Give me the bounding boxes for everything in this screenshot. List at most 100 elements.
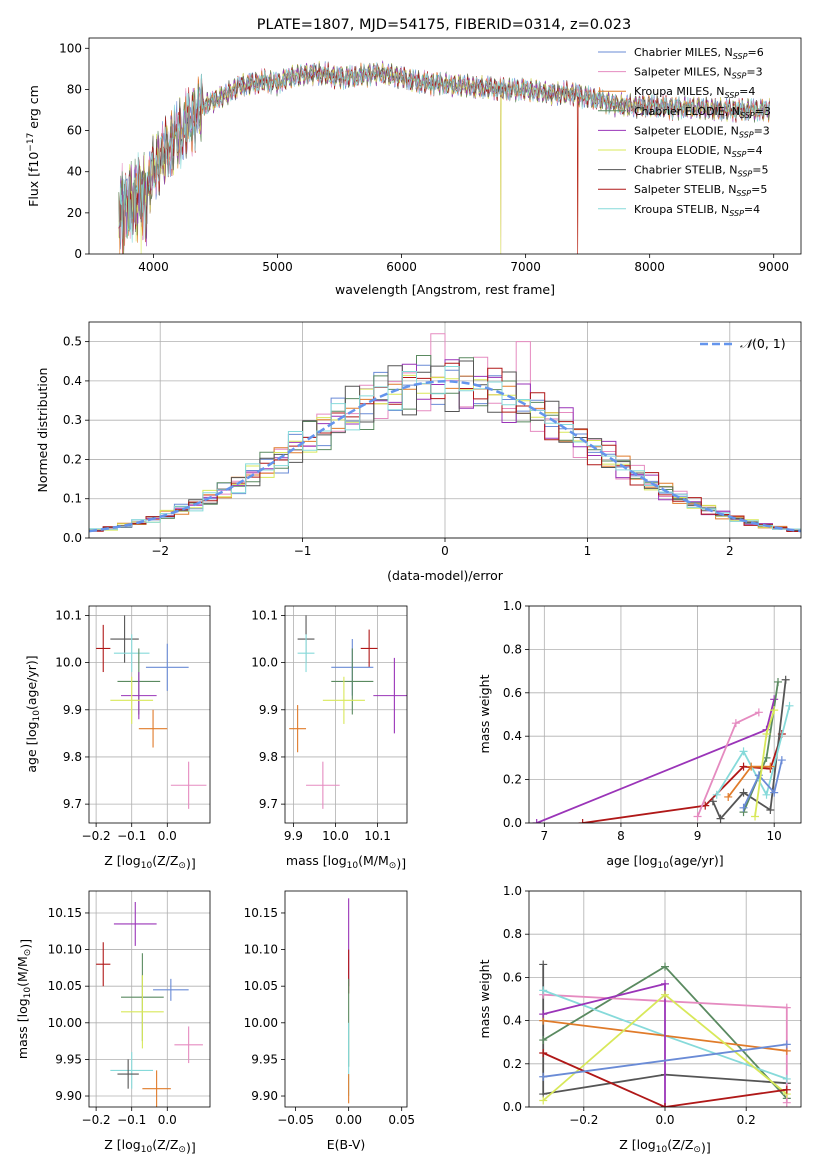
y-tick-label: 9.8 (63, 750, 82, 764)
series-marker (661, 990, 669, 999)
legend-equals: = (744, 203, 753, 216)
x-axis-label: E(B-V) (327, 1137, 366, 1152)
label-part: (Z/Z (152, 853, 178, 868)
x-axis-label: age [log10(age/yr)] (606, 853, 723, 871)
series-marker (762, 730, 771, 739)
y-tick-label: 0.0 (63, 531, 82, 545)
label-part: (age/yr)] (24, 655, 39, 710)
y-tick-label: 9.90 (251, 1089, 278, 1103)
x-tick-label: 10.0 (322, 829, 349, 843)
y-tick-label: 40 (67, 165, 82, 179)
axes-frame (88, 37, 802, 255)
y-tick-label: 100 (59, 41, 82, 55)
label-part: 4 (753, 203, 760, 216)
legend-equals: = (739, 85, 748, 98)
x-tick-label: −0.1 (117, 829, 146, 843)
series-marker (754, 708, 763, 717)
x-tick-label: 7000 (510, 260, 541, 274)
y-tick-label: 0 (74, 247, 82, 261)
x-tick-label: 8 (617, 829, 625, 843)
legend-subscript: SSP (733, 52, 748, 61)
label-part: Kroupa STELIB, N (634, 203, 729, 216)
x-axis-label: wavelength [Angstrom, rest frame] (335, 282, 555, 297)
label-part: 10 (26, 152, 41, 168)
y-tick-label: 0.4 (503, 729, 522, 743)
series-marker (539, 986, 548, 995)
series-marker (766, 805, 775, 814)
y-tick-label: 9.90 (55, 1089, 82, 1103)
series-line (742, 759, 783, 809)
label-part: mass [log (286, 853, 347, 868)
y-tick-label: 9.9 (63, 703, 82, 717)
y-tick-label: 0.5 (63, 335, 82, 349)
legend-entry: Kroupa ELODIE, NSSP=4 (634, 144, 763, 159)
legend-equals: = (754, 124, 763, 137)
legend-entry: Salpeter ELODIE, NSSP=3 (634, 124, 770, 139)
label-part: age [log (24, 721, 39, 772)
x-tick-label: −0.2 (82, 829, 111, 843)
label-part: 5 (760, 183, 767, 196)
x-tick-label: 7 (541, 829, 549, 843)
x-tick-label: −2 (151, 544, 169, 558)
plot-area (89, 333, 801, 533)
y-tick-label: 10.0 (251, 656, 278, 670)
solar-subscript: ⊙ (389, 861, 397, 871)
x-tick-label: 8000 (634, 260, 665, 274)
label-part: Chabrier ELODIE, N (634, 105, 740, 118)
x-tick-label: 0.05 (388, 1113, 415, 1127)
plot-area (118, 60, 770, 254)
label-part: Z [log (104, 853, 140, 868)
solar-subscript: ⊙ (178, 861, 186, 871)
y-tick-label: 0.0 (503, 816, 522, 830)
series-line (543, 1043, 787, 1078)
x-tick-label: 9 (694, 829, 702, 843)
axes-frame (528, 605, 802, 824)
label-part: 6 (757, 46, 764, 59)
series-marker (739, 803, 748, 812)
y-tick-label: 80 (67, 82, 82, 96)
legend-equals: = (752, 164, 761, 177)
y-tick-label: 1.0 (503, 884, 522, 898)
series-line (715, 705, 791, 798)
series-marker (661, 979, 669, 988)
series-marker (782, 1098, 791, 1107)
x-tick-label: 9000 (758, 260, 789, 274)
y-tick-label: 9.7 (259, 797, 278, 811)
series-marker (782, 1040, 791, 1049)
legend-entry: Chabrier MILES, NSSP=6 (634, 46, 764, 61)
y-axis-label: mass weight (477, 959, 492, 1038)
chart-spectrum: 4000 5000 6000 7000 8000 9000 0 20 40 60 80 100 Chab… (26, 37, 802, 297)
series-marker (539, 1072, 548, 1081)
chart-mass_vs_Z: −0.2 −0.1 0.0 9.90 9.95 10.00 10.05 10.10 10.15 Z… (15, 890, 211, 1155)
label-part: )] (396, 856, 406, 871)
x-axis-label: (data-model)/error (387, 568, 504, 583)
series-marker (724, 792, 733, 801)
x-tick-label: −0.2 (569, 1113, 598, 1127)
legend-entry: Salpeter STELIB, NSSP=5 (634, 183, 767, 198)
y-tick-label: 9.8 (259, 750, 278, 764)
x-tick-label: 0.0 (655, 1113, 674, 1127)
series-marker (578, 819, 587, 823)
series-marker (782, 1074, 791, 1083)
y-tick-label: 9.7 (63, 797, 82, 811)
x-tick-label: 6000 (386, 260, 417, 274)
x-tick-label: 2 (726, 544, 734, 558)
y-tick-label: 10.05 (244, 979, 278, 993)
label-part: Kroupa MILES, N (634, 85, 724, 98)
y-tick-label: 9.95 (251, 1052, 278, 1066)
label-part: (M/M (15, 956, 30, 987)
series-marker (777, 756, 786, 765)
series-marker (539, 1036, 548, 1045)
legend-subscript: SSP (739, 130, 754, 139)
y-tick-label: 10.15 (244, 906, 278, 920)
label-part: (0, 1) (752, 336, 786, 351)
histogram-step (89, 333, 801, 531)
y-tick-label: 0.3 (63, 413, 82, 427)
label-part: Chabrier STELIB, N (634, 164, 738, 177)
series-marker (716, 814, 725, 823)
legend-equals: = (746, 144, 755, 157)
spectrum-line (118, 62, 770, 243)
series-marker (693, 812, 702, 821)
y-tick-label: 0.2 (63, 452, 82, 466)
plot-area (539, 960, 791, 1107)
